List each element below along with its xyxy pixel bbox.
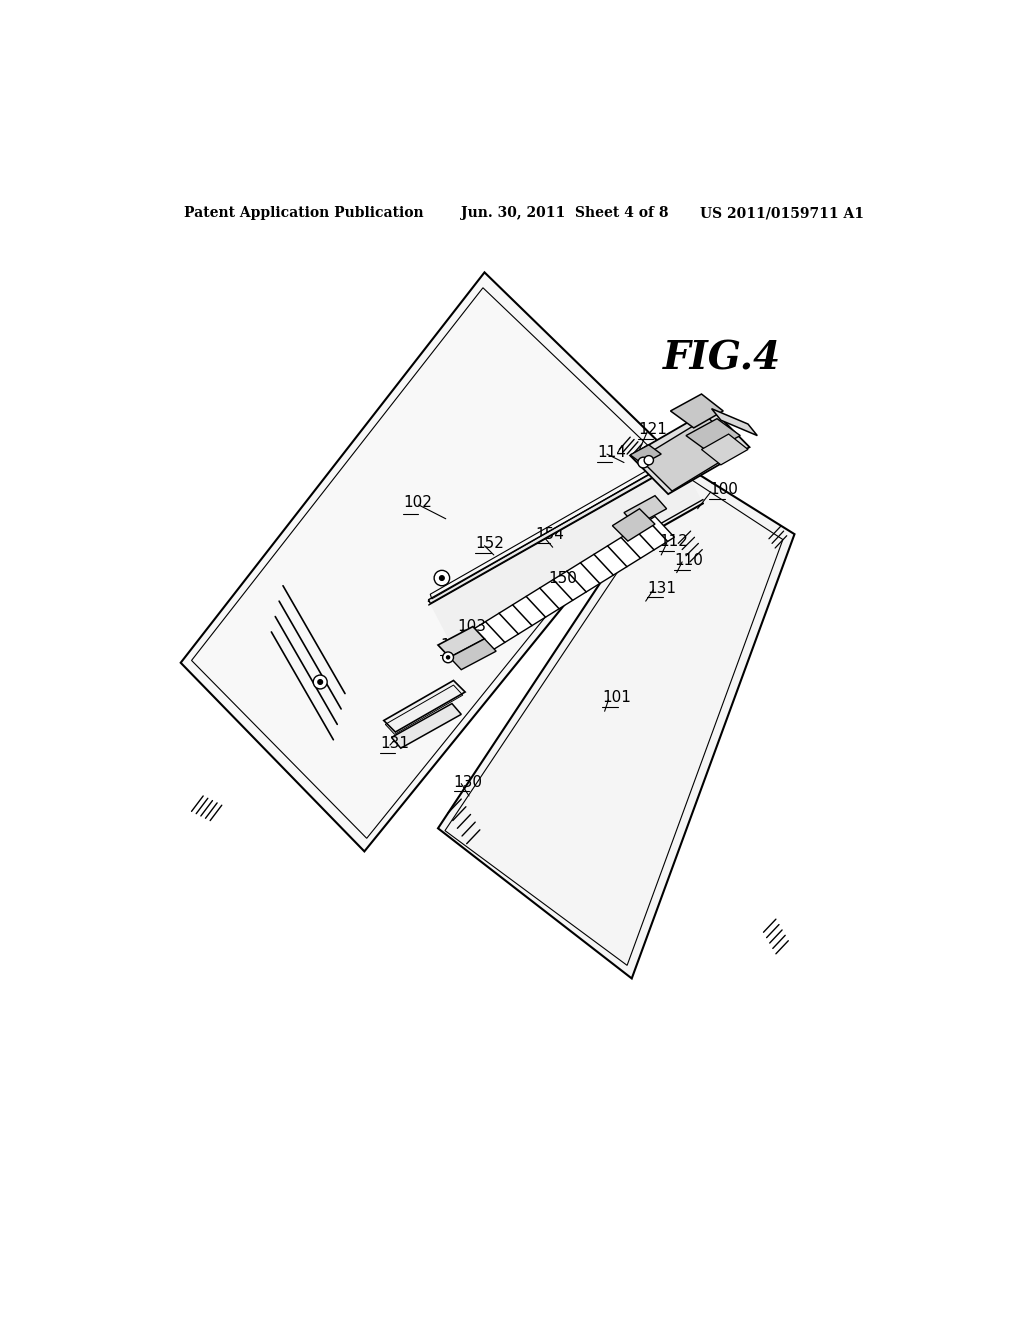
Text: 110: 110 xyxy=(675,553,703,568)
Text: 103: 103 xyxy=(458,619,486,634)
Text: 118: 118 xyxy=(667,447,695,462)
Polygon shape xyxy=(640,417,740,491)
Polygon shape xyxy=(624,496,667,525)
Circle shape xyxy=(644,455,653,465)
Text: 101: 101 xyxy=(602,690,631,705)
Text: 112: 112 xyxy=(658,535,688,549)
Text: 121: 121 xyxy=(638,422,667,437)
Circle shape xyxy=(313,675,328,689)
Circle shape xyxy=(638,457,649,469)
Text: 131: 131 xyxy=(647,581,676,595)
Polygon shape xyxy=(391,704,461,748)
Polygon shape xyxy=(630,409,750,494)
Polygon shape xyxy=(180,272,680,851)
Polygon shape xyxy=(384,681,465,733)
Text: 100: 100 xyxy=(710,482,738,498)
Text: US 2011/0159711 A1: US 2011/0159711 A1 xyxy=(700,206,864,220)
Text: 150: 150 xyxy=(548,570,577,586)
Text: 114: 114 xyxy=(597,445,626,461)
Polygon shape xyxy=(712,409,758,436)
Circle shape xyxy=(442,652,454,663)
Text: Patent Application Publication: Patent Application Publication xyxy=(183,206,424,220)
Polygon shape xyxy=(429,457,681,603)
Polygon shape xyxy=(686,418,740,453)
Polygon shape xyxy=(630,445,662,465)
Polygon shape xyxy=(701,434,748,465)
Circle shape xyxy=(317,680,323,684)
Text: FIG.4: FIG.4 xyxy=(663,339,781,378)
Text: 130: 130 xyxy=(454,775,482,789)
Polygon shape xyxy=(465,516,675,655)
Text: 102: 102 xyxy=(403,495,432,510)
Text: 154: 154 xyxy=(535,527,564,541)
Polygon shape xyxy=(438,627,484,657)
Circle shape xyxy=(434,570,450,586)
Polygon shape xyxy=(450,639,496,669)
Circle shape xyxy=(439,576,444,581)
Polygon shape xyxy=(438,462,795,978)
Text: Jun. 30, 2011  Sheet 4 of 8: Jun. 30, 2011 Sheet 4 of 8 xyxy=(461,206,669,220)
Polygon shape xyxy=(429,459,703,645)
Polygon shape xyxy=(671,395,723,428)
Text: 131: 131 xyxy=(380,737,409,751)
Circle shape xyxy=(446,656,450,659)
Polygon shape xyxy=(612,508,655,541)
Text: 152: 152 xyxy=(475,536,504,550)
Text: 116: 116 xyxy=(440,639,469,653)
